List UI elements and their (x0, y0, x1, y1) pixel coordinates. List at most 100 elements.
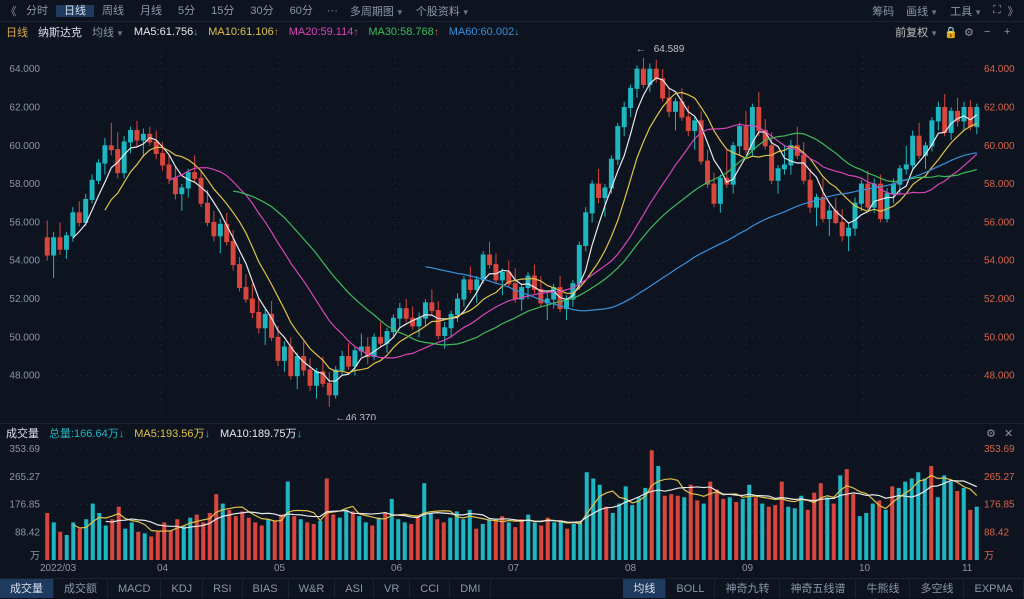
indicator-成交额[interactable]: 成交额 (54, 579, 108, 598)
tool-1[interactable]: 画线▼ (900, 6, 944, 18)
svg-text:56.000: 56.000 (9, 217, 40, 228)
svg-text:64.000: 64.000 (984, 64, 1015, 75)
svg-text:88.42: 88.42 (984, 527, 1009, 538)
svg-text:60.000: 60.000 (9, 141, 40, 152)
timeframe-tab-5[interactable]: 15分 (203, 5, 242, 17)
volume-legend: 成交量 总量:166.64万↓ MA5:193.56万↓ MA10:189.75万↓… (0, 424, 1024, 442)
svg-text:60.000: 60.000 (984, 141, 1015, 152)
symbol-name: 纳斯达克 (38, 24, 82, 40)
overlay-神奇九转[interactable]: 神奇九转 (715, 579, 780, 598)
indicator-W&R[interactable]: W&R (289, 579, 336, 598)
svg-text:353.69: 353.69 (984, 444, 1015, 455)
svg-text:52.000: 52.000 (9, 294, 40, 305)
timeframe-tab-7[interactable]: 60分 (282, 5, 321, 17)
indicator-CCI[interactable]: CCI (410, 579, 450, 598)
svg-text:58.000: 58.000 (9, 179, 40, 190)
tool-0[interactable]: 筹码 (866, 6, 900, 18)
date-tick: 11 (962, 563, 972, 574)
volume-chart[interactable]: 88.42 88.42 176.85 176.85 265.27 265.27 353.69… (0, 442, 1024, 562)
vol-legend-total: 总量:166.64万↓ (49, 428, 124, 440)
svg-text:50.000: 50.000 (984, 332, 1015, 343)
svg-text:64.589: 64.589 (654, 44, 685, 55)
volume-label: 成交量 (6, 425, 39, 441)
expand-icon[interactable]: ⛶ (988, 4, 1006, 17)
settings-icon[interactable]: ⚙ (964, 26, 978, 39)
ma-legend-3: MA30:58.768↑ (368, 26, 438, 38)
tool-2[interactable]: 工具▼ (944, 6, 988, 18)
svg-text:←46.370: ←46.370 (335, 413, 376, 420)
date-tick: 09 (742, 563, 753, 574)
zoom-out-icon[interactable]: − (984, 26, 998, 38)
svg-text:54.000: 54.000 (9, 256, 40, 267)
svg-text:88.42: 88.42 (15, 527, 40, 538)
date-tick: 05 (274, 563, 285, 574)
indicator-MACD[interactable]: MACD (108, 579, 161, 598)
svg-text:265.27: 265.27 (984, 472, 1015, 483)
svg-text:176.85: 176.85 (9, 500, 40, 511)
price-chart[interactable]: 48.000 48.000 50.000 50.000 52.000 52.000 54.0… (0, 42, 1024, 424)
chart-legend: 日线 纳斯达克 均线▼ MA5:61.756↓ MA10:61.106↑ MA20:… (0, 22, 1024, 42)
nav-back-icon[interactable]: 《 (4, 3, 18, 19)
overlay-均线[interactable]: 均线 (623, 579, 666, 598)
indicator-ASI[interactable]: ASI (335, 579, 374, 598)
ma-legend-0: MA5:61.756↓ (134, 26, 198, 38)
overlay-牛熊线[interactable]: 牛熊线 (856, 579, 910, 598)
date-tick: 04 (157, 563, 168, 574)
vol-settings-icon[interactable]: ⚙ (986, 427, 1000, 440)
date-tick: 07 (508, 563, 519, 574)
overlay-BOLL[interactable]: BOLL (666, 579, 715, 598)
timeframe-tab-4[interactable]: 5分 (170, 5, 203, 17)
indicator-BIAS[interactable]: BIAS (243, 579, 289, 598)
indicator-VR[interactable]: VR (374, 579, 410, 598)
ma-legend-2: MA20:59.114↑ (289, 26, 359, 38)
timeframe-tab-1[interactable]: 日线 (56, 5, 94, 17)
indicator-成交量[interactable]: 成交量 (0, 579, 54, 598)
ma-legend-1: MA10:61.106↑ (208, 26, 278, 38)
overlay-多空线[interactable]: 多空线 (910, 579, 964, 598)
timeframe-tab-0[interactable]: 分时 (18, 5, 56, 17)
svg-text:62.000: 62.000 (9, 102, 40, 113)
extra-tab-0[interactable]: 多周期图▼ (344, 6, 410, 18)
indicator-DMI[interactable]: DMI (450, 579, 491, 598)
overlay-mode[interactable]: 均线▼ (92, 24, 124, 40)
date-tick: 10 (859, 563, 870, 574)
svg-text:万: 万 (984, 551, 994, 562)
svg-text:58.000: 58.000 (984, 179, 1015, 190)
svg-text:64.000: 64.000 (9, 64, 40, 75)
vol-legend-ma5: MA5:193.56万↓ (134, 428, 210, 440)
svg-text:353.69: 353.69 (9, 444, 40, 455)
date-tick: 06 (391, 563, 402, 574)
svg-text:56.000: 56.000 (984, 217, 1015, 228)
overlay-EXPMA[interactable]: EXPMA (964, 579, 1024, 598)
svg-text:265.27: 265.27 (9, 472, 40, 483)
svg-text:62.000: 62.000 (984, 102, 1015, 113)
ma-legend-4: MA60:60.002↓ (449, 26, 519, 38)
timeframe-toolbar: 《 分时日线周线月线5分15分30分60分 ··· 多周期图▼个股资料▼ 筹码画… (0, 0, 1024, 22)
svg-text:54.000: 54.000 (984, 256, 1015, 267)
svg-text:176.85: 176.85 (984, 500, 1015, 511)
date-axis: 2022/03 04 05 06 07 08 09 10 11 (0, 562, 1024, 578)
overlay-神奇五线谱[interactable]: 神奇五线谱 (780, 579, 856, 598)
svg-text:48.000: 48.000 (984, 371, 1015, 382)
svg-text:52.000: 52.000 (984, 294, 1015, 305)
more-timeframes-button[interactable]: ··· (321, 5, 344, 17)
svg-text:48.000: 48.000 (9, 371, 40, 382)
adjust-mode[interactable]: 前复权▼ (895, 24, 938, 40)
svg-text:50.000: 50.000 (9, 332, 40, 343)
zoom-in-icon[interactable]: + (1004, 26, 1018, 38)
extra-tab-1[interactable]: 个股资料▼ (410, 6, 476, 18)
date-tick: 2022/03 (40, 563, 76, 574)
indicator-RSI[interactable]: RSI (203, 579, 242, 598)
indicator-tabs: 成交量成交额MACDKDJRSIBIASW&RASIVRCCIDMI 均线BOLL… (0, 578, 1024, 598)
vol-legend-ma10: MA10:189.75万↓ (220, 428, 302, 440)
timeframe-tab-2[interactable]: 周线 (94, 5, 132, 17)
date-tick: 08 (625, 563, 636, 574)
timeframe-tab-3[interactable]: 月线 (132, 5, 170, 17)
nav-forward-icon[interactable]: 》 (1006, 3, 1020, 19)
chart-type-label: 日线 (6, 24, 28, 40)
indicator-KDJ[interactable]: KDJ (161, 579, 203, 598)
svg-text:万: 万 (30, 551, 40, 562)
timeframe-tab-6[interactable]: 30分 (242, 5, 281, 17)
vol-close-icon[interactable]: ✕ (1004, 427, 1018, 440)
lock-icon[interactable]: 🔒 (944, 26, 958, 39)
